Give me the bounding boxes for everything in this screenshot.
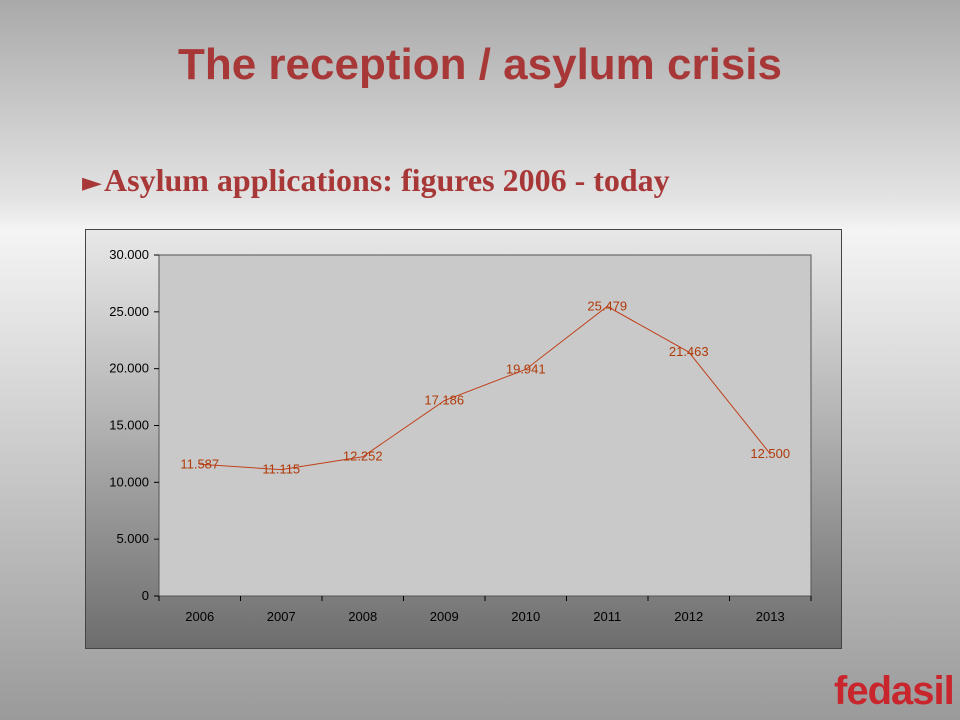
x-tick-label: 2008 — [348, 609, 377, 624]
data-point — [280, 469, 282, 471]
data-label: 17.186 — [424, 393, 464, 408]
data-label: 11.587 — [180, 456, 219, 471]
subtitle: ►Asylum applications: figures 2006 - tod… — [82, 162, 670, 199]
data-label: 12.252 — [343, 449, 383, 464]
x-tick-label: 2013 — [756, 609, 785, 624]
data-point — [362, 456, 364, 458]
data-label: 25.479 — [587, 298, 627, 313]
line-chart: 0 5.000 10.000 15.000 20.000 25.000 30.000 2006… — [109, 247, 812, 624]
x-tick-label: 2006 — [185, 609, 214, 624]
x-tick-label: 2011 — [593, 609, 621, 624]
series-line — [199, 305, 771, 471]
data-label: 11.115 — [262, 462, 300, 477]
data-label: 21.463 — [669, 344, 709, 359]
y-tick-label: 15.000 — [109, 418, 149, 433]
data-label: 19.941 — [506, 361, 546, 376]
data-point — [769, 453, 771, 455]
data-point — [525, 368, 527, 370]
data-point — [688, 351, 690, 353]
x-tick-label: 2012 — [674, 609, 703, 624]
x-tick-label: 2009 — [430, 609, 459, 624]
x-tick-label: 2007 — [267, 609, 296, 624]
y-tick-label: 10.000 — [109, 474, 149, 489]
data-point — [606, 305, 608, 307]
plot-background — [158, 254, 812, 597]
y-tick-label: 25.000 — [109, 304, 149, 319]
y-tick-label: 30.000 — [109, 247, 149, 262]
y-tick-label: 5.000 — [116, 531, 149, 546]
fedasil-logo: fedasil — [834, 669, 955, 713]
slide-title: The reception / asylum crisis — [177, 40, 782, 89]
data-label: 12.500 — [750, 446, 790, 461]
y-tick-label: 20.000 — [109, 361, 149, 376]
bullet-arrow-icon: ► — [82, 168, 102, 198]
subtitle-text: Asylum applications: figures 2006 - toda… — [104, 162, 670, 198]
chart-area: 0 5.000 10.000 15.000 20.000 25.000 30.000 2006… — [85, 229, 842, 649]
y-tick-label: 0 — [142, 588, 149, 603]
data-point — [443, 400, 445, 402]
data-point — [199, 463, 201, 465]
x-tick-label: 2010 — [511, 609, 540, 624]
